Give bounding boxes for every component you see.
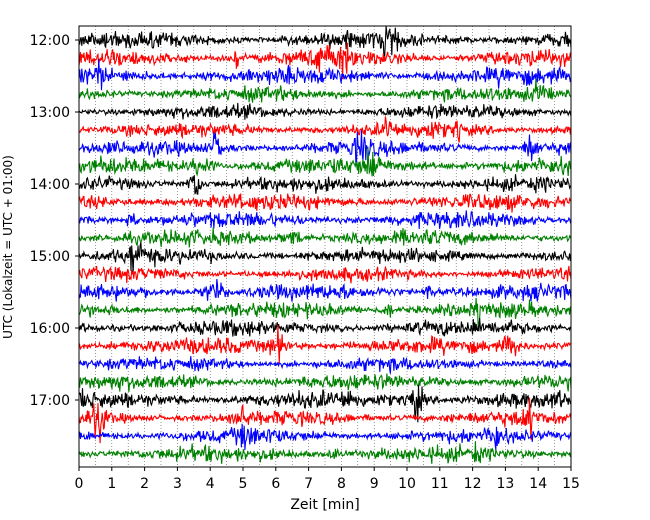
seismogram-trace [79, 59, 571, 91]
x-tick-label: 14 [529, 476, 547, 492]
x-tick-label: 8 [337, 476, 346, 492]
seismogram-trace [79, 146, 571, 177]
x-tick-label: 15 [562, 476, 580, 492]
x-tick-label: 9 [370, 476, 379, 492]
x-axis-label: Zeit [min] [290, 497, 359, 513]
plot-frame [78, 25, 572, 468]
seismogram-trace [79, 78, 571, 103]
x-tick-label: 2 [140, 476, 149, 492]
y-tick-label: 16:00 [30, 321, 70, 337]
x-tick-label: 10 [398, 476, 416, 492]
seismogram-trace [79, 423, 571, 451]
y-tick-label: 14:00 [30, 177, 70, 193]
x-tick-label: 0 [75, 476, 84, 492]
seismogram-trace [79, 265, 571, 284]
seismogram-trace [79, 373, 571, 393]
x-tick-label: 11 [431, 476, 449, 492]
seismogram-trace [79, 193, 571, 213]
seismogram-trace [79, 324, 571, 364]
seismogram-trace [79, 174, 571, 195]
seismogram-trace [79, 297, 571, 332]
seismogram-trace [79, 317, 571, 337]
x-tick-label: 13 [496, 476, 514, 492]
y-axis: 12:00 13:00 14:00 15:00 16:00 17:00 [30, 33, 79, 409]
seismogram-trace [79, 441, 571, 464]
seismogram-trace [79, 227, 571, 248]
x-tick-label: 12 [464, 476, 482, 492]
seismogram-trace [79, 116, 571, 143]
x-tick-label: 1 [107, 476, 116, 492]
trace-layer [79, 26, 571, 464]
y-axis-label: UTC (Lokalzeit = UTC + 01:00) [1, 155, 15, 339]
x-axis: 0 1 2 3 4 5 6 7 8 9 10 11 12 13 14 15 [75, 467, 580, 492]
y-tick-label: 17:00 [30, 393, 70, 409]
x-tick-label: 7 [304, 476, 313, 492]
seismogram-trace [79, 130, 571, 166]
x-tick-label: 4 [206, 476, 215, 492]
seismogram-trace [79, 102, 571, 120]
seismogram-trace [79, 384, 571, 423]
y-tick-label: 15:00 [30, 249, 70, 265]
y-tick-label: 12:00 [30, 33, 70, 49]
seismogram-trace [79, 397, 571, 444]
seismogram-trace [79, 26, 571, 60]
seismogram-trace [79, 356, 571, 374]
y-tick-label: 13:00 [30, 105, 70, 121]
x-tick-label: 5 [239, 476, 248, 492]
seismogram-trace [79, 279, 571, 302]
seismogram-trace [79, 210, 571, 230]
seismogram-trace [79, 241, 571, 274]
x-tick-label: 3 [173, 476, 182, 492]
x-tick-label: 6 [271, 476, 280, 492]
seismogram-trace [79, 42, 571, 80]
